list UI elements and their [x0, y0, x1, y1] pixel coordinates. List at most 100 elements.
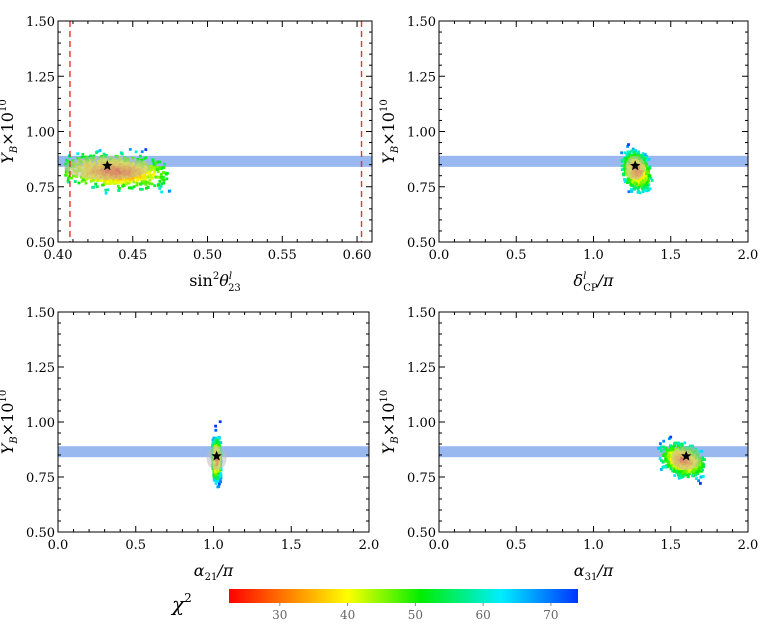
scatter-point	[669, 444, 672, 448]
scatter-point	[664, 453, 667, 457]
scatter-point	[94, 182, 98, 186]
scatter-point	[645, 181, 649, 185]
scatter-point	[216, 480, 220, 483]
scatter-point	[660, 459, 663, 462]
colorbar-tick-label: 70	[543, 608, 558, 622]
scatter-point	[645, 155, 649, 158]
scatter-point	[638, 176, 642, 180]
scatter-point	[141, 180, 145, 184]
scatter-point	[219, 480, 222, 484]
scatter-point	[683, 473, 687, 477]
scatter-point	[138, 154, 142, 158]
scatter-point	[158, 166, 162, 170]
scatter-point	[217, 442, 221, 446]
scatter-point	[129, 176, 133, 180]
y-tick-label: 1.00	[407, 126, 436, 141]
scatter-point	[84, 155, 88, 159]
scatter-point	[688, 444, 692, 448]
colorbar-gradient	[229, 589, 578, 603]
scatter-point	[666, 455, 670, 459]
scatter-point	[149, 175, 153, 179]
scatter-point	[214, 482, 218, 485]
scatter-point	[692, 470, 696, 473]
scatter-point	[66, 159, 70, 163]
scatter-point	[136, 178, 140, 181]
scatter-point	[630, 178, 633, 182]
scatter-point	[663, 447, 666, 451]
scatter-point	[631, 180, 635, 184]
scatter-point	[681, 475, 685, 478]
scatter-point	[214, 476, 217, 480]
scatter-point	[698, 450, 701, 454]
scatter-point	[667, 461, 670, 464]
scatter-point	[131, 176, 135, 179]
scatter-point	[153, 170, 156, 174]
y-tick-label: 1.00	[407, 416, 436, 431]
scatter-point	[638, 154, 641, 158]
scatter-point	[667, 437, 671, 441]
colorbar-tick-label: 40	[340, 608, 355, 622]
scatter-point	[691, 444, 694, 448]
scatter-point	[623, 163, 627, 167]
scatter-point	[154, 161, 158, 165]
y-tick-label: 0.75	[26, 181, 55, 196]
scatter-point	[144, 148, 148, 151]
scatter-point	[639, 180, 643, 183]
scatter-point	[633, 153, 637, 156]
scatter-point	[695, 465, 699, 468]
y-tick-label: 1.00	[26, 416, 55, 431]
x-tick-label: 2.0	[738, 248, 759, 263]
scatter-point	[106, 180, 110, 184]
scatter-point	[648, 166, 652, 170]
panel-sin2theta23: 0.40 0.45 0.50 0.55 0.60 0.50 0.75 1.00 1.25 1.50…	[0, 15, 373, 294]
scatter-point	[134, 150, 138, 154]
scatter-point	[641, 186, 645, 190]
scatter-point	[98, 149, 102, 152]
scatter-point	[219, 477, 222, 481]
scatter-point	[153, 184, 156, 188]
scatter-point	[636, 187, 640, 191]
scatter-point	[691, 474, 694, 478]
observed-yb-band	[58, 155, 372, 167]
scatter-point	[134, 175, 137, 179]
x-tick-label: 0.0	[48, 538, 69, 553]
scatter-point	[152, 162, 156, 165]
scatter-point	[72, 174, 75, 178]
scatter-point	[660, 449, 663, 453]
scatter-point	[116, 181, 120, 185]
scatter-point	[662, 445, 665, 449]
scatter-point	[100, 179, 103, 182]
scatter-point	[641, 188, 645, 192]
scatter-point	[630, 190, 634, 193]
scatter-point	[675, 466, 678, 470]
x-tick-label: 1.5	[660, 248, 681, 263]
panel-alpha21: 0.0 0.5 1.0 1.5 2.0 0.50 0.75 1.00 1.25 1.50 α21/π…	[0, 306, 379, 583]
scatter-point	[639, 181, 643, 185]
scatter-point	[622, 157, 626, 161]
scatter-point	[148, 182, 151, 185]
scatter-point	[688, 472, 691, 476]
y-tick-label: 1.50	[26, 15, 55, 30]
scatter-point	[214, 424, 217, 428]
scatter-point	[664, 446, 668, 450]
scatter-point	[669, 467, 673, 471]
scatter-point	[104, 182, 108, 185]
x-tick-label: 0.5	[506, 248, 527, 263]
scatter-point	[627, 143, 630, 146]
scatter-point	[142, 174, 146, 178]
scatter-point	[149, 168, 152, 172]
y-tick-label: 1.25	[407, 361, 436, 376]
colorbar-tick-label: 50	[408, 608, 423, 622]
scatter-point	[668, 448, 672, 451]
scatter-point	[676, 442, 680, 446]
scatter-point	[646, 188, 650, 192]
scatter-point	[215, 441, 219, 445]
scatter-point	[138, 182, 142, 186]
scatter-point	[620, 151, 623, 155]
scatter-point	[643, 189, 647, 192]
x-tick-label: 1.0	[203, 538, 224, 553]
scatter-point	[669, 446, 672, 450]
scatter-point	[162, 178, 166, 182]
scatter-point	[83, 178, 87, 182]
